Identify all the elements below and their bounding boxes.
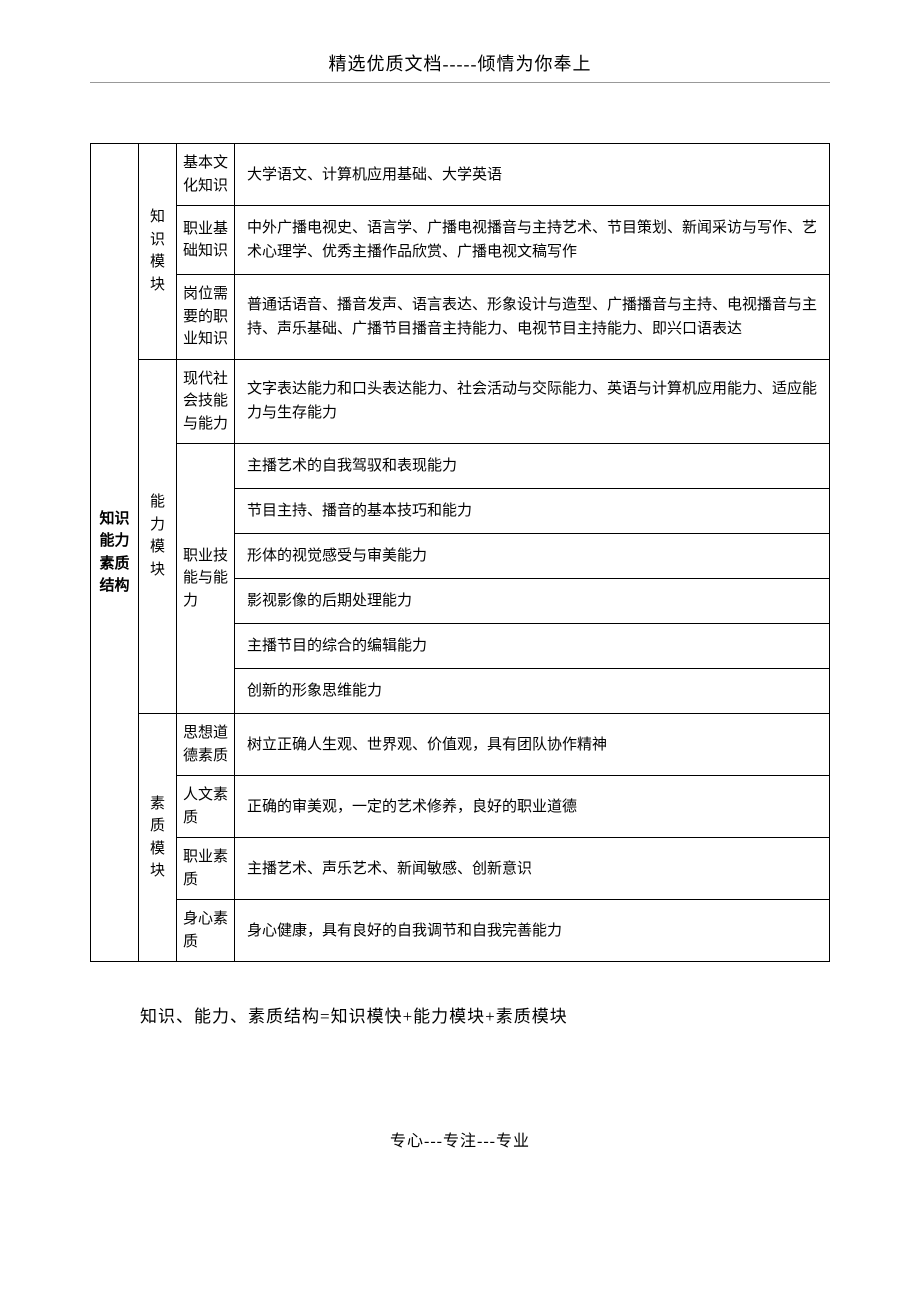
table-row: 岗位需要的职业知识 普通话语音、播音发声、语言表达、形象设计与造型、广播播音与主… [91,275,830,360]
col-sub-label: 思想道德素质 [177,714,235,776]
col-sub-label: 岗位需要的职业知识 [177,275,235,360]
header-underline [90,82,830,83]
table-row: 职业基础知识 中外广播电视史、语言学、广播电视播音与主持艺术、节目策划、新闻采访… [91,206,830,275]
col-content: 文字表达能力和口头表达能力、社会活动与交际能力、英语与计算机应用能力、适应能力与… [235,359,830,444]
col-content: 节目主持、播音的基本技巧和能力 [235,489,830,534]
col-content: 形体的视觉感受与审美能力 [235,534,830,579]
col-module-label: 能力模块 [139,359,177,714]
col-sub-label: 职业技能与能力 [177,444,235,714]
col-sub-label: 身心素质 [177,900,235,962]
col-sub-label: 人文素质 [177,776,235,838]
table-row: 能力模块 现代社会技能与能力 文字表达能力和口头表达能力、社会活动与交际能力、英… [91,359,830,444]
table-row: 身心素质 身心健康，具有良好的自我调节和自我完善能力 [91,900,830,962]
col-content: 主播艺术的自我驾驭和表现能力 [235,444,830,489]
col-module-label: 知识模块 [139,144,177,360]
col-sub-label: 职业素质 [177,838,235,900]
col-content: 普通话语音、播音发声、语言表达、形象设计与造型、广播播音与主持、电视播音与主持、… [235,275,830,360]
table-row: 职业技能与能力 主播艺术的自我驾驭和表现能力 [91,444,830,489]
col-sub-label: 职业基础知识 [177,206,235,275]
col-content: 中外广播电视史、语言学、广播电视播音与主持艺术、节目策划、新闻采访与写作、艺术心… [235,206,830,275]
page-footer: 专心---专注---专业 [90,1127,830,1151]
col-content: 影视影像的后期处理能力 [235,579,830,624]
table-row: 素质模块 思想道德素质 树立正确人生观、世界观、价值观，具有团队协作精神 [91,714,830,776]
col-content: 创新的形象思维能力 [235,669,830,714]
col-content: 大学语文、计算机应用基础、大学英语 [235,144,830,206]
formula-text: 知识、能力、素质结构=知识模快+能力模块+素质模块 [140,1002,830,1027]
col-sub-label: 基本文化知识 [177,144,235,206]
col-content: 身心健康，具有良好的自我调节和自我完善能力 [235,900,830,962]
col-content: 主播节目的综合的编辑能力 [235,624,830,669]
table-row: 职业素质 主播艺术、声乐艺术、新闻敏感、创新意识 [91,838,830,900]
col-content: 主播艺术、声乐艺术、新闻敏感、创新意识 [235,838,830,900]
col-sub-label: 现代社会技能与能力 [177,359,235,444]
table-row: 知识能力素质结构 知识模块 基本文化知识 大学语文、计算机应用基础、大学英语 [91,144,830,206]
page-header-title: 精选优质文档-----倾情为你奉上 [90,50,830,76]
col-content: 正确的审美观，一定的艺术修养，良好的职业道德 [235,776,830,838]
col-content: 树立正确人生观、世界观、价值观，具有团队协作精神 [235,714,830,776]
structure-table: 知识能力素质结构 知识模块 基本文化知识 大学语文、计算机应用基础、大学英语 职… [90,143,830,962]
col-main-label: 知识能力素质结构 [91,144,139,962]
table-row: 人文素质 正确的审美观，一定的艺术修养，良好的职业道德 [91,776,830,838]
col-module-label: 素质模块 [139,714,177,962]
